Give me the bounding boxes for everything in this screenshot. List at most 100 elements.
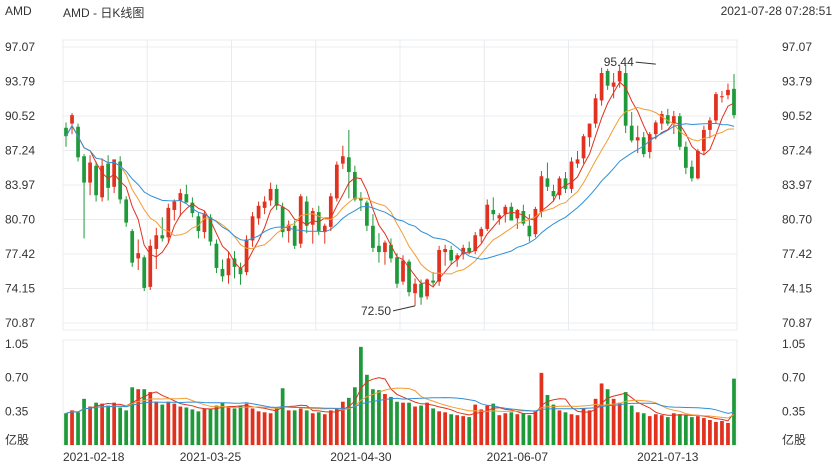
volume-bar bbox=[551, 404, 556, 445]
candle-body bbox=[88, 162, 92, 183]
volume-bar bbox=[154, 401, 159, 445]
volume-bar bbox=[479, 409, 484, 445]
volume-bar bbox=[316, 412, 321, 445]
volume-bar bbox=[292, 410, 297, 445]
price-tick-label: 80.70 bbox=[782, 212, 812, 226]
volume-bar bbox=[467, 417, 472, 445]
candle-body bbox=[178, 193, 183, 201]
candle-body bbox=[377, 245, 381, 253]
price-tick-label: 87.24 bbox=[5, 144, 35, 158]
volume-bar bbox=[262, 412, 267, 445]
volume-bar bbox=[88, 406, 92, 445]
symbol-label: AMD bbox=[5, 4, 32, 18]
candle-body bbox=[599, 73, 604, 101]
volume-bar bbox=[732, 378, 736, 445]
candle-body bbox=[407, 261, 411, 293]
volume-bar bbox=[202, 408, 207, 445]
date-axis: 2021-02-18 2021-03-25 2021-04-30 2021-06-07… bbox=[63, 450, 699, 464]
volume-tick-label: 0.70 bbox=[782, 371, 806, 385]
volume-bar bbox=[383, 394, 387, 445]
candle-body bbox=[659, 114, 664, 124]
candle-body bbox=[623, 73, 628, 126]
candle-body bbox=[310, 211, 315, 225]
volume-bar bbox=[389, 396, 393, 445]
volume-bar bbox=[322, 414, 327, 445]
volume-tick-label: 0.35 bbox=[5, 404, 29, 418]
volume-bar bbox=[702, 418, 706, 445]
candle-body bbox=[569, 161, 574, 189]
volume-bar bbox=[82, 398, 86, 445]
candle-body bbox=[346, 157, 351, 173]
price-axis-left: 97.07 93.79 90.52 87.24 83.97 80.70 77.42 74.15… bbox=[5, 40, 35, 330]
volume-bar bbox=[232, 408, 237, 445]
candle-body bbox=[437, 249, 441, 282]
volume-ma20-line bbox=[65, 397, 735, 414]
candle-body bbox=[64, 127, 68, 137]
volume-bar bbox=[377, 390, 381, 445]
candle-body bbox=[340, 156, 345, 164]
candle-body bbox=[196, 216, 201, 232]
candle-body bbox=[322, 225, 327, 233]
candle-body bbox=[274, 188, 279, 206]
volume-bar bbox=[605, 389, 610, 445]
volume-bar bbox=[196, 411, 201, 445]
volume-bar bbox=[340, 401, 345, 445]
volume-bar bbox=[130, 387, 135, 445]
date-tick-label: 2021-07-13 bbox=[637, 450, 699, 464]
volume-ma10-line bbox=[65, 387, 735, 419]
candle-body bbox=[118, 161, 123, 200]
volume-bar bbox=[304, 410, 309, 445]
volume-bar bbox=[178, 406, 183, 445]
candle-body bbox=[371, 225, 375, 248]
volume-bar bbox=[443, 412, 447, 445]
volume-bar bbox=[226, 407, 231, 445]
candle-body bbox=[665, 115, 670, 124]
volume-bar bbox=[527, 415, 532, 445]
candle-body bbox=[202, 214, 207, 233]
candle-body bbox=[154, 235, 159, 249]
volume-bar bbox=[94, 402, 98, 445]
annotation-leader bbox=[635, 61, 656, 65]
ma5-line bbox=[65, 81, 735, 288]
candle-body bbox=[575, 159, 580, 164]
candle-body bbox=[557, 178, 562, 196]
volume-bar bbox=[497, 415, 502, 445]
volume-bar bbox=[611, 398, 616, 445]
annotation-leader bbox=[392, 305, 416, 312]
volume-bar bbox=[407, 402, 411, 445]
volume-bar bbox=[106, 405, 110, 445]
candle-body bbox=[732, 88, 736, 116]
volume-bar bbox=[280, 388, 285, 445]
volume-bar bbox=[714, 421, 718, 445]
volume-bar bbox=[268, 413, 273, 445]
candle-body bbox=[647, 134, 652, 153]
volume-bar bbox=[172, 403, 177, 445]
candle-body bbox=[82, 156, 86, 183]
volume-bar bbox=[118, 407, 123, 445]
price-tick-label: 77.42 bbox=[5, 247, 35, 261]
volume-bar bbox=[359, 346, 363, 445]
price-tick-label: 97.07 bbox=[782, 40, 812, 54]
price-tick-label: 90.52 bbox=[5, 109, 35, 123]
volume-bar bbox=[575, 415, 580, 445]
volume-axis: 1.05 1.05 0.70 0.70 0.35 0.35 亿股 亿股 bbox=[5, 337, 806, 447]
candle-body bbox=[708, 120, 712, 130]
volume-bar bbox=[401, 402, 405, 445]
price-tick-label: 80.70 bbox=[5, 212, 35, 226]
price-tick-label: 74.15 bbox=[5, 281, 35, 295]
ma10-line bbox=[65, 106, 735, 275]
candle-body bbox=[148, 245, 153, 287]
candle-body bbox=[605, 70, 610, 86]
volume-bar bbox=[653, 414, 658, 445]
volume-bar bbox=[274, 408, 279, 445]
candle-body bbox=[256, 205, 261, 219]
candle-body bbox=[696, 150, 700, 179]
volume-unit-label: 亿股 bbox=[5, 432, 29, 447]
volume-bar bbox=[437, 411, 441, 445]
volume-bar bbox=[690, 417, 694, 445]
candle-body bbox=[563, 178, 568, 189]
price-tick-label: 87.24 bbox=[782, 144, 812, 158]
volume-bar bbox=[353, 387, 357, 445]
volume-bar bbox=[64, 413, 68, 445]
